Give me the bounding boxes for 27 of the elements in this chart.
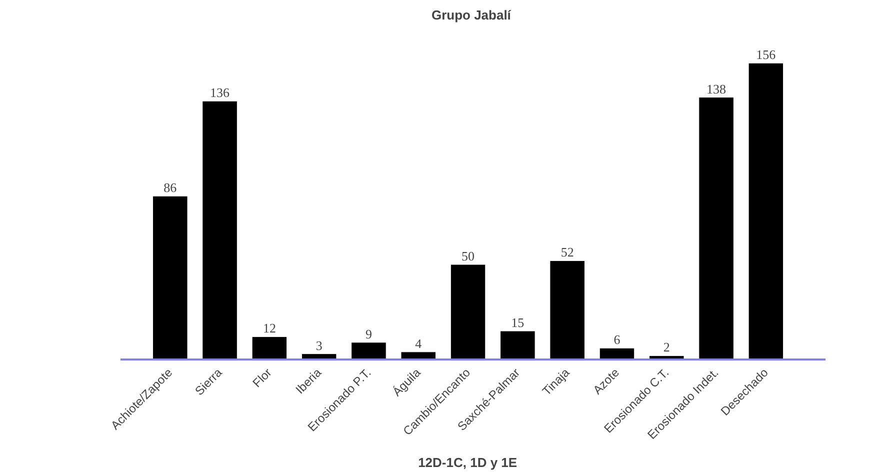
bar	[252, 336, 288, 360]
bar	[152, 196, 188, 360]
data-label: 12	[262, 320, 276, 336]
chart-title: Grupo Jabalí	[431, 8, 512, 22]
data-label: 9	[365, 326, 372, 342]
data-label: 50	[462, 248, 475, 264]
data-label: 3	[316, 338, 322, 353]
x-tick-label: Flor	[250, 366, 274, 390]
bar	[400, 352, 436, 360]
bar	[599, 348, 635, 360]
data-label: 15	[511, 314, 524, 330]
data-label: 52	[560, 244, 574, 260]
data-label: 6	[614, 332, 621, 348]
bar	[202, 100, 238, 360]
bar	[550, 260, 585, 360]
data-label: 156	[756, 47, 776, 62]
bar	[698, 97, 734, 360]
bar	[500, 330, 536, 360]
x-axis-title: 12D-1C, 1D y 1E	[418, 454, 518, 470]
bar	[450, 264, 486, 360]
data-label: 2	[663, 340, 670, 355]
data-label: 138	[706, 81, 726, 96]
data-label: 4	[415, 336, 422, 351]
data-label: 136	[210, 85, 230, 100]
bar	[748, 62, 784, 360]
bar	[351, 342, 386, 360]
data-label: 86	[164, 180, 178, 196]
